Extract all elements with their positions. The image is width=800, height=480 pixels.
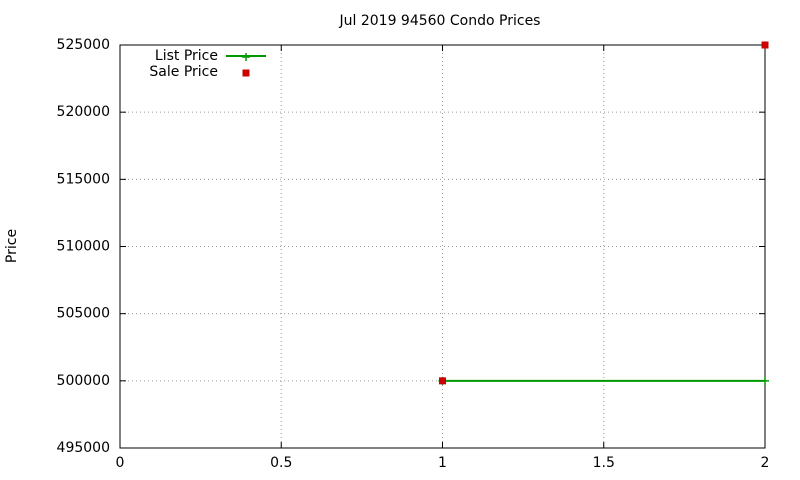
chart-title: Jul 2019 94560 Condo Prices (339, 13, 541, 29)
plot-frame (119, 44, 766, 449)
y-tick-label: 525000 (57, 37, 110, 53)
data-point (761, 376, 769, 385)
legend-label: Sale Price (149, 64, 218, 80)
x-tick-label: 0.5 (270, 455, 292, 471)
data-point (439, 377, 446, 385)
legend-swatch (242, 53, 250, 61)
y-tick-label: 495000 (57, 440, 110, 456)
legend-label: List Price (155, 48, 218, 64)
data-point (761, 41, 769, 49)
x-tick-label: 1.5 (593, 455, 615, 471)
y-tick-label: 500000 (57, 373, 110, 389)
x-tick-label: 2 (761, 455, 770, 471)
x-tick-label: 0 (116, 455, 125, 471)
y-tick-label: 520000 (57, 104, 110, 120)
x-tick-label: 1 (438, 455, 447, 471)
y-tick-label: 510000 (57, 239, 110, 255)
y-tick-label: 515000 (57, 171, 110, 187)
y-axis-label: Price (4, 229, 20, 263)
legend-swatch (242, 69, 250, 77)
y-tick-label: 505000 (57, 306, 110, 322)
